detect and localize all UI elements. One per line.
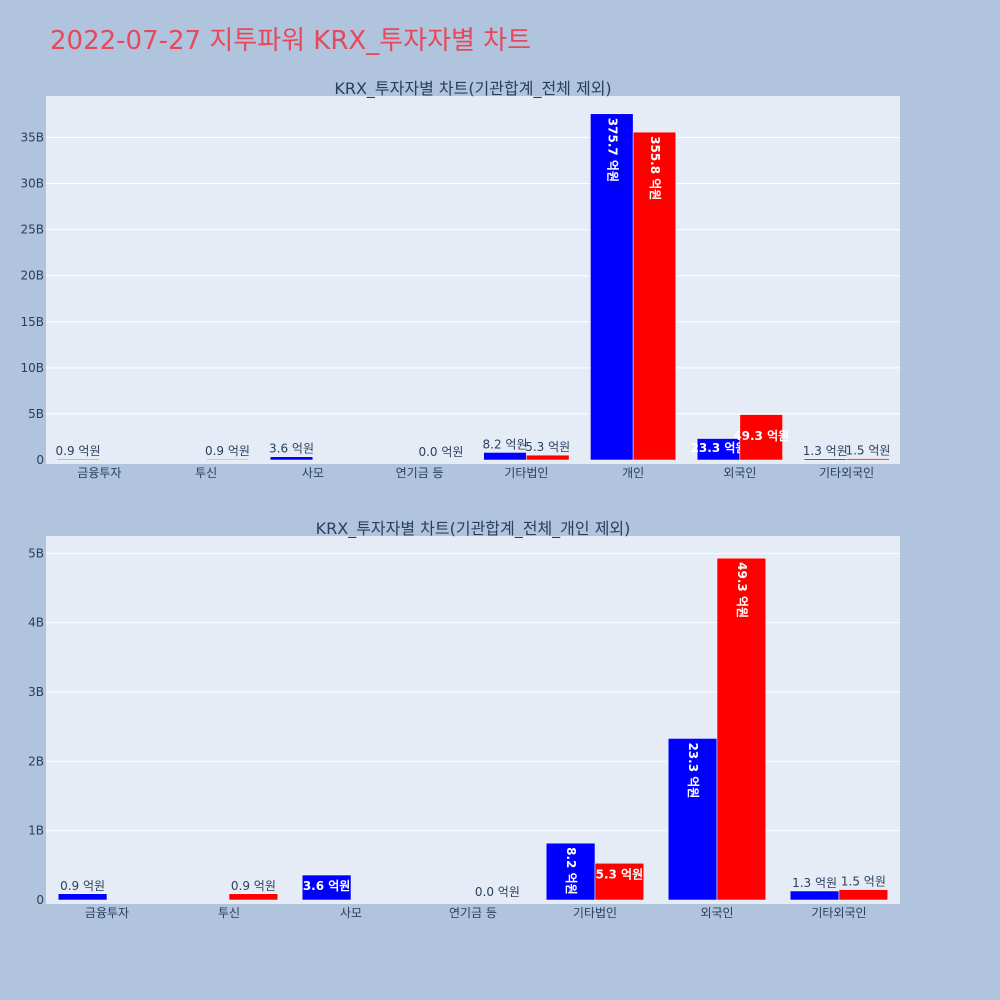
data-label: 23.3 억원 (691, 441, 747, 455)
y-tick-label: 10B (20, 361, 44, 375)
y-tick-label: 20B (20, 269, 44, 283)
x-tick-label: 기타외국인 (811, 906, 866, 920)
y-tick-label: 25B (20, 223, 44, 237)
data-label: 0.0 억원 (475, 885, 520, 899)
x-tick-label: 사모 (302, 466, 324, 480)
data-label: 1.3 억원 (792, 876, 837, 890)
y-tick-label: 5B (28, 546, 44, 560)
x-tick-label: 외국인 (723, 466, 756, 480)
data-label: 355.8 억원 (648, 136, 662, 200)
bar (716, 557, 767, 901)
y-tick-label: 1B (28, 824, 44, 838)
x-tick-label: 기타법인 (504, 466, 548, 480)
data-label: 8.2 억원 (483, 437, 528, 451)
plot-area (46, 96, 900, 464)
y-tick-label: 15B (20, 315, 44, 329)
data-label: 1.5 억원 (845, 444, 890, 458)
x-tick-label: 외국인 (700, 906, 733, 920)
data-label: 0.9 억원 (205, 444, 250, 458)
data-label: 49.3 억원 (733, 429, 789, 443)
x-tick-label: 개인 (622, 466, 644, 480)
x-tick-label: 연기금 등 (396, 466, 444, 480)
y-tick-label: 0 (36, 453, 44, 467)
bar (56, 458, 100, 461)
chart-title: KRX_투자자별 차트(기관합계_전체 제외) (334, 79, 611, 99)
x-tick-label: 금융투자 (85, 906, 129, 920)
y-tick-label: 2B (28, 754, 44, 768)
x-tick-label: 기타법인 (573, 906, 617, 920)
x-tick-label: 금융투자 (77, 466, 121, 480)
x-tick-label: 사모 (340, 906, 362, 920)
data-label: 3.6 억원 (303, 879, 351, 893)
data-label: 0.0 억원 (418, 445, 463, 459)
bar (301, 874, 352, 901)
bar (269, 456, 314, 461)
chart-institutions-excluded: 0 5B 10B 15B 20B 25B 30B 35B KRX_투자자별 차트(기관합계_전체… (20, 79, 900, 480)
data-label: 5.3 억원 (525, 440, 570, 454)
data-label: 1.3 억원 (803, 444, 848, 458)
bar (632, 131, 677, 461)
data-label: 23.3 억원 (686, 742, 700, 798)
y-tick-label: 30B (20, 177, 44, 191)
bar (789, 890, 840, 901)
bar (590, 113, 634, 461)
bar (803, 458, 847, 461)
bar (667, 738, 718, 901)
bar (526, 454, 570, 461)
y-tick-label: 4B (28, 616, 44, 630)
bar (838, 889, 889, 901)
y-tick-label: 35B (20, 130, 44, 144)
bar (594, 863, 645, 901)
bar (57, 893, 108, 901)
data-label: 49.3 억원 (735, 562, 749, 618)
chart-title: KRX_투자자별 차트(기관합계_전체_개인 제외) (316, 519, 631, 539)
data-label: 1.5 억원 (841, 875, 886, 889)
bar (483, 452, 527, 461)
bar (846, 458, 890, 461)
bar (545, 842, 596, 901)
data-label: 3.6 억원 (269, 442, 314, 456)
x-tick-label: 연기금 등 (449, 906, 497, 920)
x-tick-label: 투신 (195, 466, 217, 480)
y-tick-label: 0 (36, 893, 44, 907)
bar (228, 893, 279, 901)
data-label: 375.7 억원 (605, 118, 619, 182)
y-tick-label: 3B (28, 685, 44, 699)
chart-institutions-individuals-excluded: 0 1B 2B 3B 4B 5B KRX_투자자별 차트(기관합계_전체_개인 제외) 금융투… (28, 519, 900, 920)
x-tick-label: 투신 (218, 906, 240, 920)
bar (205, 458, 250, 461)
x-tick-label: 기타외국인 (819, 466, 874, 480)
page-title: 2022-07-27 지투파워 KRX_투자자별 차트 (50, 26, 531, 56)
plot-area (46, 536, 900, 904)
data-label: 5.3 억원 (596, 867, 644, 881)
data-label: 8.2 억원 (564, 847, 578, 895)
y-tick-label: 5B (28, 407, 44, 421)
bar (739, 414, 783, 461)
data-label: 0.9 억원 (231, 879, 276, 893)
data-label: 0.9 억원 (56, 444, 101, 458)
data-label: 0.9 억원 (60, 879, 105, 893)
